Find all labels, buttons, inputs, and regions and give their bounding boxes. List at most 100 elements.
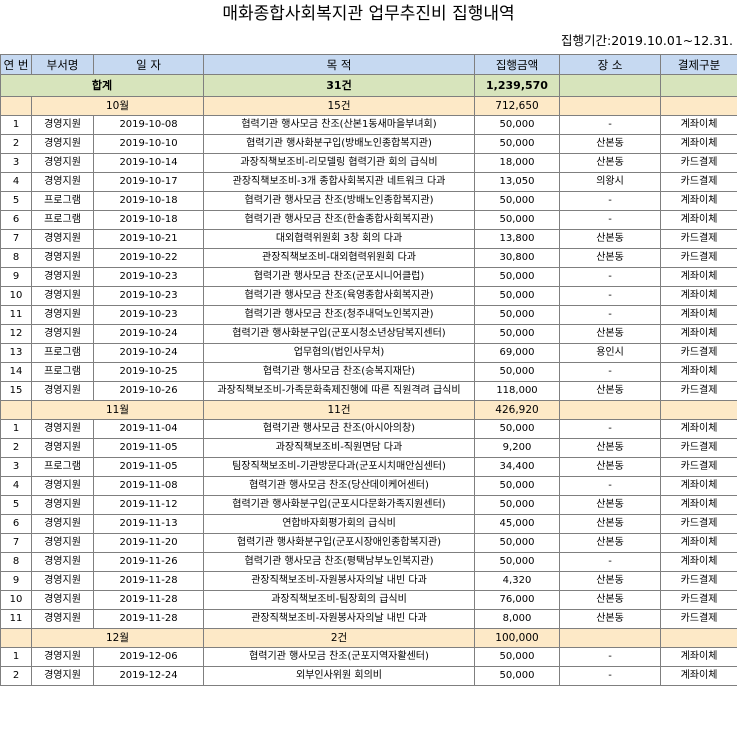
payment-method: 카드결제: [660, 248, 737, 268]
department: 경영지원: [31, 419, 94, 439]
place: 산본동: [559, 248, 661, 268]
payment-method: 카드결제: [660, 229, 737, 249]
table-row: 2 경영지원 2019-11-05 과장직책보조비-직원면담 다과 9,200 산본동 카드…: [0, 438, 737, 458]
month-payment-empty: [660, 96, 737, 116]
date: 2019-11-04: [93, 419, 204, 439]
place: -: [559, 476, 661, 496]
date: 2019-10-23: [93, 305, 204, 325]
payment-method: 계좌이체: [660, 286, 737, 306]
table-row: 11 경영지원 2019-10-23 협력기관 행사모금 찬조(청주내덕노인복지관) 5…: [0, 305, 737, 325]
payment-method: 카드결제: [660, 609, 737, 629]
date: 2019-12-06: [93, 647, 204, 667]
month-no-empty: [0, 400, 32, 420]
row-number: 7: [0, 533, 32, 553]
date: 2019-11-20: [93, 533, 204, 553]
amount: 50,000: [474, 647, 560, 667]
date: 2019-11-26: [93, 552, 204, 572]
date: 2019-10-22: [93, 248, 204, 268]
department: 경영지원: [31, 153, 94, 173]
row-number: 15: [0, 381, 32, 401]
department: 프로그램: [31, 210, 94, 230]
table-row: 4 경영지원 2019-10-17 관장직책보조비-3개 종합사회복지관 네트워크 다…: [0, 172, 737, 192]
table-row: 13 프로그램 2019-10-24 업무협의(법인사무처) 69,000 용인시 카드결제: [0, 343, 737, 363]
payment-method: 계좌이체: [660, 134, 737, 154]
amount: 30,800: [474, 248, 560, 268]
expense-table: 연 번 부서명 일 자 목 적 집행금액 장 소 결제구분 합계 31건 1,2…: [0, 54, 737, 686]
payment-method: 카드결제: [660, 153, 737, 173]
place: -: [559, 267, 661, 287]
department: 경영지원: [31, 248, 94, 268]
place: 산본동: [559, 533, 661, 553]
place: 산본동: [559, 381, 661, 401]
amount: 13,800: [474, 229, 560, 249]
month-subtotal-row: 10월 15건 712,650: [0, 96, 737, 116]
place: -: [559, 419, 661, 439]
amount: 50,000: [474, 495, 560, 515]
date: 2019-10-18: [93, 191, 204, 211]
date: 2019-10-24: [93, 343, 204, 363]
date: 2019-10-17: [93, 172, 204, 192]
department: 경영지원: [31, 286, 94, 306]
department: 경영지원: [31, 533, 94, 553]
table-row: 11 경영지원 2019-11-28 관장직책보조비-자원봉사자의날 내빈 다과 8,0…: [0, 609, 737, 629]
row-number: 3: [0, 457, 32, 477]
amount: 8,000: [474, 609, 560, 629]
amount: 13,050: [474, 172, 560, 192]
department: 경영지원: [31, 267, 94, 287]
payment-method: 계좌이체: [660, 115, 737, 135]
month-subtotal-row: 12월 2건 100,000: [0, 628, 737, 648]
date: 2019-10-25: [93, 362, 204, 382]
table-row: 5 프로그램 2019-10-18 협력기관 행사모금 찬조(방배노인종합복지관) 50…: [0, 191, 737, 211]
month-payment-empty: [660, 400, 737, 420]
place: 산본동: [559, 324, 661, 344]
month-count: 2건: [203, 628, 475, 648]
department: 경영지원: [31, 590, 94, 610]
payment-method: 계좌이체: [660, 305, 737, 325]
place: 산본동: [559, 438, 661, 458]
total-empty-place: [559, 74, 661, 97]
table-row: 12 경영지원 2019-10-24 협력기관 행사화분구입(군포시청소년상담복지센터…: [0, 324, 737, 344]
date: 2019-12-24: [93, 666, 204, 686]
row-number: 11: [0, 609, 32, 629]
date: 2019-10-24: [93, 324, 204, 344]
month-label: 12월: [31, 628, 204, 648]
month-count: 11건: [203, 400, 475, 420]
month-payment-empty: [660, 628, 737, 648]
purpose: 관장직책보조비-자원봉사자의날 내빈 다과: [203, 609, 475, 629]
header-date: 일 자: [93, 54, 204, 75]
payment-method: 계좌이체: [660, 476, 737, 496]
table-row: 6 프로그램 2019-10-18 협력기관 행사모금 찬조(한솔종합사회복지관) 50…: [0, 210, 737, 230]
month-amount: 100,000: [474, 628, 560, 648]
payment-method: 계좌이체: [660, 210, 737, 230]
row-number: 8: [0, 552, 32, 572]
table-row: 1 경영지원 2019-12-06 협력기관 행사모금 찬조(군포지역자활센터) 50,…: [0, 647, 737, 667]
department: 경영지원: [31, 438, 94, 458]
purpose: 협력기관 행사모금 찬조(한솔종합사회복지관): [203, 210, 475, 230]
table-row: 10 경영지원 2019-10-23 협력기관 행사모금 찬조(육영종합사회복지관) 5…: [0, 286, 737, 306]
purpose: 관장직책보조비-3개 종합사회복지관 네트워크 다과: [203, 172, 475, 192]
purpose: 협력기관 행사모금 찬조(산본1동새마을부녀회): [203, 115, 475, 135]
total-count: 31건: [203, 74, 475, 97]
month-no-empty: [0, 628, 32, 648]
place: -: [559, 666, 661, 686]
amount: 9,200: [474, 438, 560, 458]
month-label: 10월: [31, 96, 204, 116]
purpose: 과장직책보조비-팀장회의 급식비: [203, 590, 475, 610]
place: -: [559, 210, 661, 230]
row-number: 4: [0, 172, 32, 192]
header-amount: 집행금액: [474, 54, 560, 75]
department: 경영지원: [31, 495, 94, 515]
date: 2019-10-21: [93, 229, 204, 249]
department: 경영지원: [31, 324, 94, 344]
table-row: 8 경영지원 2019-10-22 관장직책보조비-대외협력위원회 다과 30,800 산…: [0, 248, 737, 268]
department: 경영지원: [31, 115, 94, 135]
purpose: 협력기관 행사모금 찬조(육영종합사회복지관): [203, 286, 475, 306]
purpose: 협력기관 행사모금 찬조(군포시니어클럽): [203, 267, 475, 287]
purpose: 협력기관 행사모금 찬조(아시아의창): [203, 419, 475, 439]
total-empty-payment: [660, 74, 737, 97]
place: 산본동: [559, 514, 661, 534]
month-place-empty: [559, 400, 661, 420]
header-payment: 결제구분: [660, 54, 737, 75]
total-row: 합계 31건 1,239,570: [0, 74, 737, 97]
table-row: 6 경영지원 2019-11-13 연합바자회평가회의 급식비 45,000 산본동 카드결…: [0, 514, 737, 534]
